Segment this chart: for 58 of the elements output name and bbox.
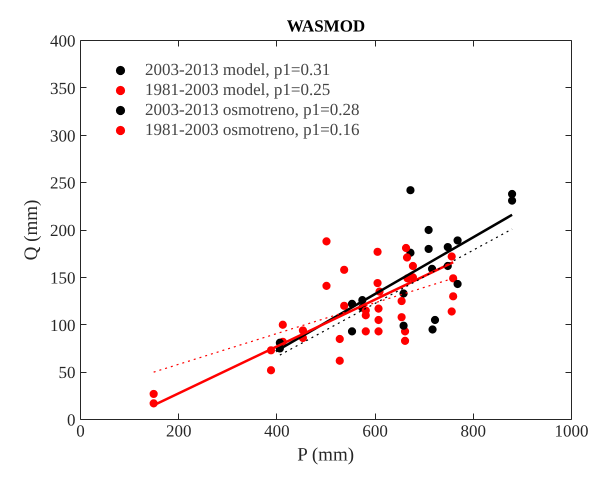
point <box>336 334 344 344</box>
point <box>266 366 276 374</box>
x-axis-title: P (mm) <box>297 444 354 466</box>
point <box>373 248 382 256</box>
point <box>374 316 383 324</box>
point <box>340 266 348 274</box>
x-tick-label: 600 <box>362 422 388 440</box>
point <box>150 390 158 398</box>
point <box>424 244 433 254</box>
y-tick-label: 200 <box>50 221 76 240</box>
chart-title: WASMOD <box>286 16 366 36</box>
point <box>424 226 433 234</box>
y-axis-title: Q (mm) <box>21 200 42 260</box>
legend-label: 1981-2003 osmotreno, p1=0.16 <box>145 120 360 140</box>
y-tick-label: 50 <box>58 363 76 382</box>
y-tick-label: 350 <box>50 78 76 98</box>
point <box>398 296 406 306</box>
legend-label: 2003-2013 model, p1=0.31 <box>145 60 330 80</box>
x-tick-label: 800 <box>460 422 486 440</box>
point <box>373 278 382 288</box>
y-tick-label: 400 <box>50 32 76 50</box>
point <box>399 322 408 330</box>
point <box>448 252 456 261</box>
point <box>448 307 456 316</box>
point <box>408 262 418 270</box>
point <box>449 292 458 300</box>
legend-label: 2003-2013 osmotreno, p1=0.28 <box>145 100 360 120</box>
y-tick-label: 100 <box>50 316 76 335</box>
point <box>374 304 383 313</box>
point <box>399 289 408 298</box>
point <box>336 356 344 365</box>
point <box>348 327 356 336</box>
point <box>406 186 415 194</box>
y-tick-label: 150 <box>50 268 76 288</box>
point <box>400 336 410 345</box>
point <box>508 196 516 205</box>
point <box>322 237 331 246</box>
legend-label: 1981-2003 model, p1=0.25 <box>145 80 330 100</box>
point <box>374 327 383 336</box>
point <box>508 190 516 198</box>
y-tick-label: 250 <box>50 174 76 193</box>
point <box>453 236 462 245</box>
point <box>340 302 348 310</box>
point <box>453 280 462 288</box>
point <box>430 316 440 324</box>
point <box>449 274 458 282</box>
y-tick-label: 300 <box>50 126 76 146</box>
point <box>322 282 331 290</box>
point <box>398 313 406 322</box>
x-tick-label: 1000 <box>554 422 588 440</box>
point <box>278 320 287 329</box>
point <box>362 327 370 336</box>
point <box>444 242 452 252</box>
x-tick-label: 200 <box>166 422 192 440</box>
x-tick-label: 400 <box>264 422 290 440</box>
point <box>402 253 412 262</box>
point <box>428 325 437 334</box>
point <box>402 244 410 252</box>
